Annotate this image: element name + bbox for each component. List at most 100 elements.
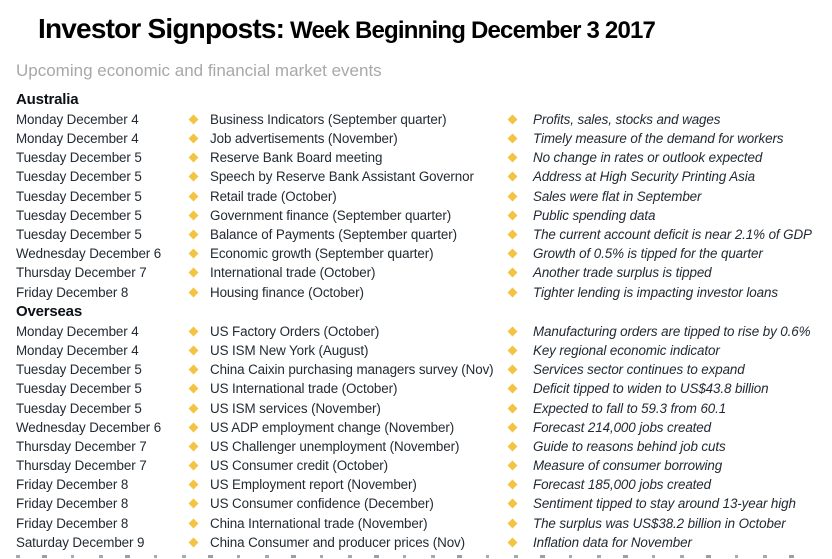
diamond-bullet-icon xyxy=(188,326,210,337)
event-row: Tuesday December 5 Balance of Payments (S… xyxy=(16,225,818,244)
diamond-icon xyxy=(507,499,518,509)
event-comment: Another trade surplus is tipped xyxy=(533,265,712,281)
diamond-icon xyxy=(507,152,518,163)
event-comment: Sentiment tipped to stay around 13-year … xyxy=(533,496,796,512)
event-name: Job advertisements (November) xyxy=(210,131,398,147)
page-title-secondary: Week Beginning December 3 2017 xyxy=(284,17,656,44)
event-comment: Profits, sales, stocks and wages xyxy=(533,111,721,127)
diamond-bullet-icon xyxy=(507,114,533,125)
event-date: Friday December 8 xyxy=(16,515,129,531)
event-date: Tuesday December 5 xyxy=(16,381,142,397)
diamond-icon xyxy=(188,152,199,163)
diamond-bullet-icon xyxy=(507,403,533,413)
page-title: Investor Signposts: Week Beginning Decem… xyxy=(38,10,818,46)
event-comment: Forecast 185,000 jobs created xyxy=(533,477,711,493)
diamond-bullet-icon xyxy=(188,133,210,144)
diamond-icon xyxy=(507,441,518,452)
diamond-bullet-icon xyxy=(507,229,533,240)
diamond-icon xyxy=(188,114,199,125)
diamond-bullet-icon xyxy=(188,345,210,356)
section-heading: Australia xyxy=(16,90,79,108)
event-date: Monday December 4 xyxy=(16,342,139,358)
diamond-icon xyxy=(507,518,518,529)
page-title-primary: Investor Signposts: xyxy=(38,13,285,44)
diamond-bullet-icon xyxy=(507,518,533,529)
event-date: Tuesday December 5 xyxy=(16,207,142,223)
event-date: Saturday December 9 xyxy=(16,534,145,550)
event-name: US International trade (October) xyxy=(210,381,398,397)
diamond-bullet-icon xyxy=(188,441,210,452)
event-date: Tuesday December 5 xyxy=(16,400,142,416)
diamond-bullet-icon xyxy=(188,248,210,259)
event-comment: No change in rates or outlook expected xyxy=(533,150,763,166)
diamond-icon xyxy=(188,403,199,413)
diamond-icon xyxy=(188,460,199,471)
diamond-bullet-icon xyxy=(188,460,210,471)
diamond-icon xyxy=(188,248,199,259)
event-name: US Employment report (November) xyxy=(210,477,417,493)
diamond-icon xyxy=(188,518,199,529)
diamond-icon xyxy=(507,114,518,125)
diamond-bullet-icon xyxy=(507,326,533,337)
diamond-icon xyxy=(507,537,518,548)
event-name: US ISM New York (August) xyxy=(210,342,369,358)
event-name: Speech by Reserve Bank Assistant Governo… xyxy=(210,169,474,185)
diamond-bullet-icon xyxy=(507,422,533,433)
diamond-bullet-icon xyxy=(188,191,210,202)
diamond-bullet-icon xyxy=(507,210,533,221)
event-comment: The current account deficit is near 2.1%… xyxy=(533,227,812,243)
diamond-bullet-icon xyxy=(188,499,210,509)
event-date: Wednesday December 6 xyxy=(16,419,162,435)
diamond-bullet-icon xyxy=(188,172,210,182)
event-date: Tuesday December 5 xyxy=(16,169,142,185)
diamond-bullet-icon xyxy=(188,364,210,375)
event-name: US ADP employment change (November) xyxy=(210,419,455,435)
diamond-bullet-icon xyxy=(507,267,533,278)
event-row: Monday December 4 Job advertisements (Nov… xyxy=(16,129,818,148)
event-row: Monday December 4 US Factory Orders (Octo… xyxy=(16,322,818,341)
diamond-bullet-icon xyxy=(188,403,210,413)
diamond-bullet-icon xyxy=(507,479,533,490)
diamond-icon xyxy=(188,229,199,240)
event-row: Tuesday December 5 US ISM services (Novem… xyxy=(16,398,818,417)
diamond-icon xyxy=(507,479,518,490)
event-comment: Manufacturing orders are tipped to rise … xyxy=(533,323,811,339)
page-subtitle: Upcoming economic and financial market e… xyxy=(16,60,382,80)
event-date: Tuesday December 5 xyxy=(16,362,142,378)
event-comment: Measure of consumer borrowing xyxy=(533,458,723,474)
event-row: Monday December 4 Business Indicators (Se… xyxy=(16,110,818,129)
diamond-icon xyxy=(188,267,199,278)
diamond-bullet-icon xyxy=(507,460,533,471)
diamond-icon xyxy=(188,133,199,144)
event-row: Tuesday December 5 Reserve Bank Board mee… xyxy=(16,148,818,167)
diamond-icon xyxy=(507,326,518,337)
diamond-icon xyxy=(507,267,518,278)
diamond-icon xyxy=(188,479,199,490)
event-date: Tuesday December 5 xyxy=(16,188,142,204)
event-row: Wednesday December 6 US ADP employment ch… xyxy=(16,418,818,437)
event-row: Thursday December 7 US Consumer credit (O… xyxy=(16,456,818,475)
diamond-icon xyxy=(507,229,518,240)
diamond-icon xyxy=(188,172,199,182)
diamond-icon xyxy=(507,191,518,202)
event-row: Friday December 8 US Employment report (N… xyxy=(16,475,818,494)
diamond-icon xyxy=(188,441,199,452)
event-row: Thursday December 7 US Challenger unemplo… xyxy=(16,437,818,456)
event-row: Friday December 8 China International tra… xyxy=(16,514,818,533)
diamond-bullet-icon xyxy=(507,191,533,202)
event-date: Tuesday December 5 xyxy=(16,227,142,243)
event-name: US Consumer confidence (December) xyxy=(210,496,434,512)
event-row: Thursday December 7 International trade (… xyxy=(16,263,818,282)
diamond-bullet-icon xyxy=(188,537,210,548)
diamond-icon xyxy=(188,287,199,298)
diamond-icon xyxy=(507,287,518,298)
event-date: Thursday December 7 xyxy=(16,458,147,474)
event-name: US Consumer credit (October) xyxy=(210,458,389,474)
diamond-icon xyxy=(188,422,199,433)
event-comment: Forecast 214,000 jobs created xyxy=(533,419,711,435)
diamond-bullet-icon xyxy=(188,422,210,433)
event-row: Tuesday December 5 Government finance (Se… xyxy=(16,206,818,225)
diamond-icon xyxy=(507,383,518,394)
event-name: China International trade (November) xyxy=(210,515,428,531)
